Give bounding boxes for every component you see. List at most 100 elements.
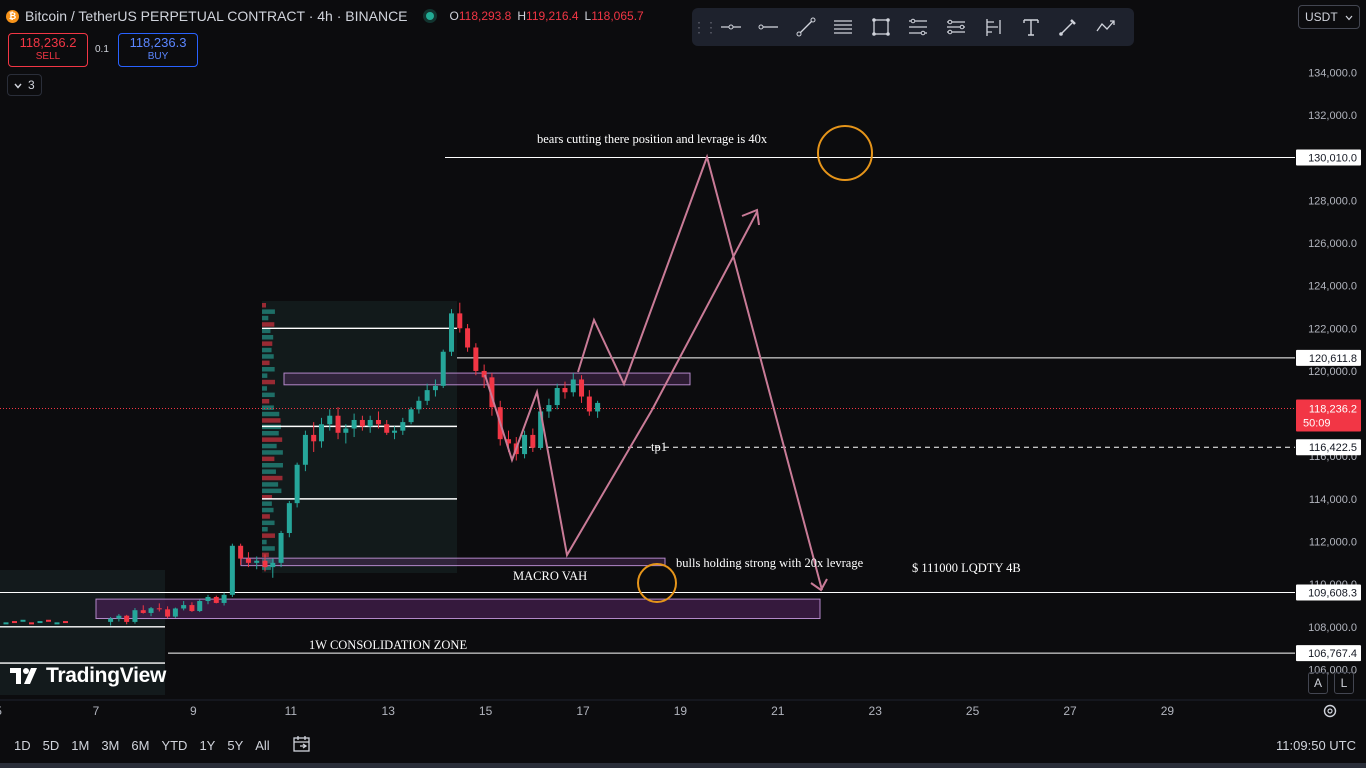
parallel-channel-icon[interactable] <box>825 8 863 46</box>
candle-body <box>538 411 544 448</box>
volume-profile-bar <box>262 411 280 417</box>
time-tick: 17 <box>576 704 590 718</box>
volume-profile-bar <box>262 328 271 334</box>
candle-body <box>20 619 26 622</box>
volume-profile-bar <box>262 405 274 410</box>
horizontal-ray-icon[interactable] <box>750 8 788 46</box>
level-tag-label: 120,611.8 <box>1309 353 1357 365</box>
text-icon[interactable] <box>1012 8 1050 46</box>
volume-profile-bar <box>262 379 275 385</box>
date-price-range-icon[interactable] <box>937 8 975 46</box>
path-icon[interactable] <box>1087 8 1125 46</box>
brush-icon[interactable] <box>1050 8 1088 46</box>
consolidation-zone <box>95 598 821 620</box>
time-tick: 23 <box>869 704 883 718</box>
level-tag-label: 116,422.5 <box>1309 442 1357 454</box>
candle-body <box>254 560 260 563</box>
range-button-all[interactable]: All <box>255 737 270 753</box>
utc-clock[interactable]: 11:09:50 UTC <box>1276 738 1356 753</box>
symbol-title[interactable]: Bitcoin / TetherUS PERPETUAL CONTRACT · … <box>25 8 408 24</box>
time-tick: 19 <box>674 704 688 718</box>
volume-profile-bar <box>262 482 279 487</box>
ohlc-value: 119,216.4 <box>526 9 579 23</box>
range-button-1d[interactable]: 1D <box>14 737 31 753</box>
candle-body <box>570 379 576 393</box>
price-chart[interactable]: bears cutting there position and levrage… <box>0 0 1366 730</box>
countdown-label: 50:09 <box>1303 418 1331 430</box>
volume-profile-bar <box>262 546 275 551</box>
candle-body <box>245 558 251 563</box>
range-button-3m[interactable]: 3M <box>101 737 120 753</box>
price-tick: 114,000.0 <box>1309 494 1357 506</box>
goto-date-icon[interactable] <box>292 735 312 756</box>
horizontal-line-icon[interactable] <box>712 8 750 46</box>
range-button-1m[interactable]: 1M <box>71 737 90 753</box>
sell-button[interactable]: 118,236.2 SELL <box>8 33 88 67</box>
volume-profile-bar <box>262 437 283 442</box>
log-scale-button[interactable]: L <box>1334 672 1354 694</box>
candle-body <box>392 430 398 433</box>
indicators-toggle[interactable]: 3 <box>7 74 42 96</box>
candle-body <box>262 560 268 568</box>
candle-body <box>416 400 422 410</box>
buy-price: 118,236.3 <box>129 35 187 50</box>
candle-body <box>579 379 585 397</box>
time-tick: 5 <box>0 704 2 718</box>
candle-body <box>554 388 560 406</box>
volume-profile-bar <box>262 450 283 455</box>
price-tick: 134,000.0 <box>1308 67 1357 79</box>
volume-profile-bar <box>262 559 275 564</box>
auto-scale-button[interactable]: A <box>1308 672 1328 694</box>
volume-profile-bar <box>262 399 270 404</box>
volume-profile-bar <box>262 367 275 372</box>
symbol-legend[interactable]: ₿ Bitcoin / TetherUS PERPETUAL CONTRACT … <box>6 6 650 26</box>
candle-body <box>165 609 171 617</box>
candle-body <box>238 545 244 559</box>
range-button-6m[interactable]: 6M <box>131 737 150 753</box>
candle-body <box>148 608 154 613</box>
price-tick: 120,000.0 <box>1308 366 1357 378</box>
candle-body <box>465 328 471 348</box>
time-tick: 25 <box>966 704 980 718</box>
time-tick: 27 <box>1063 704 1077 718</box>
rectangle-icon[interactable] <box>862 8 900 46</box>
volume-profile-bar <box>262 463 283 468</box>
candle-body <box>172 608 178 617</box>
range-button-1y[interactable]: 1Y <box>199 737 216 753</box>
price-tick: 106,000.0 <box>1308 664 1357 676</box>
volume-profile-area <box>0 570 165 695</box>
sell-label: SELL <box>35 51 61 62</box>
volume-profile-area <box>262 301 457 573</box>
time-tick: 11 <box>285 704 298 718</box>
currency-select[interactable]: USDT <box>1298 5 1360 29</box>
candle-body <box>221 594 227 603</box>
candle-body <box>156 608 162 610</box>
candle-body <box>311 434 317 442</box>
candle-body <box>63 621 68 624</box>
trend-line-icon[interactable] <box>787 8 825 46</box>
candle-body <box>384 424 390 433</box>
pitchfork-icon[interactable] <box>975 8 1013 46</box>
drag-handle-icon[interactable]: ⋮⋮ <box>692 18 718 35</box>
candle-body <box>181 605 187 609</box>
candle-body <box>294 464 300 504</box>
arrow-head <box>741 208 760 226</box>
price-tick: 126,000.0 <box>1308 238 1357 250</box>
candle-body <box>408 409 414 423</box>
range-button-5d[interactable]: 5D <box>42 737 60 753</box>
candle-body <box>54 622 60 625</box>
candle-body <box>432 385 438 391</box>
fib-retracement-icon[interactable] <box>900 8 938 46</box>
ohlc-values: O118,293.8 H119,216.4 L118,065.7 <box>450 9 650 23</box>
buy-button[interactable]: 118,236.3 BUY <box>118 33 198 67</box>
buy-label: BUY <box>147 51 169 62</box>
candle-body <box>424 390 430 401</box>
volume-profile-bar <box>262 309 275 314</box>
level-tag <box>1296 584 1361 601</box>
candle-body <box>189 605 195 612</box>
range-button-ytd[interactable]: YTD <box>161 737 188 753</box>
volume-profile-bar <box>262 373 268 378</box>
range-button-5y[interactable]: 5Y <box>227 737 244 753</box>
current-price-tag <box>1296 399 1361 432</box>
chevron-down-icon <box>14 78 22 92</box>
